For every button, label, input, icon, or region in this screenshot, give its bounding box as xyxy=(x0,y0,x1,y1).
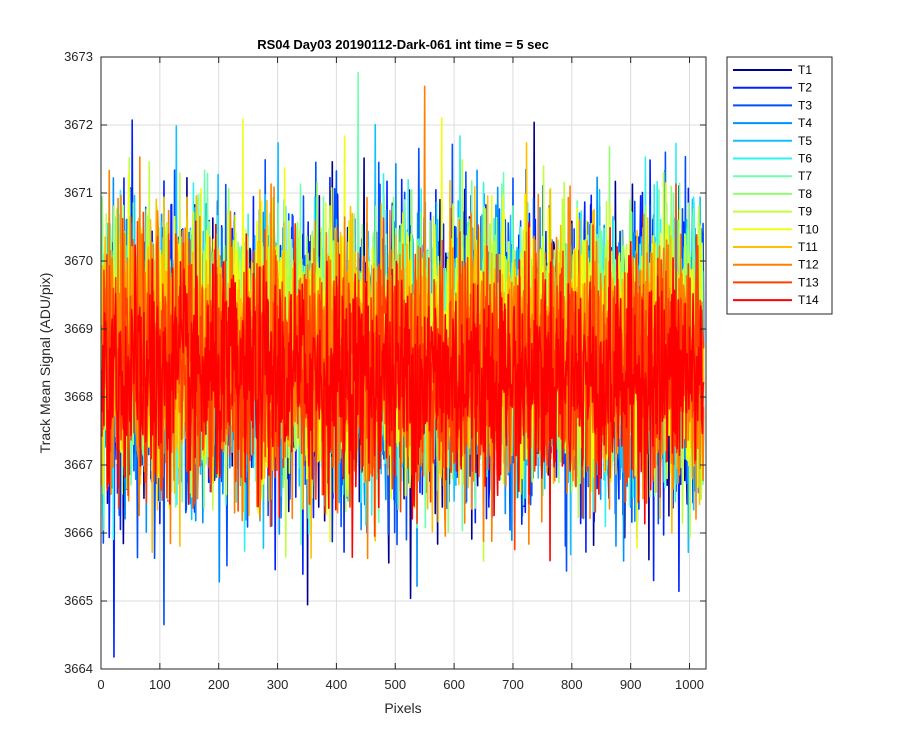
y-tick-labels: 3664 3665 3666 3667 3668 3669 3670 3671 3672 3673 xyxy=(64,49,93,676)
y-axis-label: Track Mean Signal (ADU/pix) xyxy=(37,273,53,454)
y-tick-label: 3664 xyxy=(64,661,93,676)
legend-box xyxy=(726,56,833,315)
legend-label-t8: T8 xyxy=(798,187,812,201)
axes-box xyxy=(100,56,707,670)
plot-series xyxy=(100,71,705,658)
x-tick-label: 500 xyxy=(384,677,406,692)
series-line-t14 xyxy=(100,220,705,562)
y-tick-label: 3667 xyxy=(64,457,93,472)
x-tick-label: 300 xyxy=(267,677,289,692)
legend: T1 T2 T3 T4 T5 T6 T7 T8 T9 T10 T11 T12 T13 T14 xyxy=(726,56,833,315)
y-tick-label: 3671 xyxy=(64,185,93,200)
y-tick-label: 3668 xyxy=(64,389,93,404)
legend-label-t10: T10 xyxy=(798,222,819,236)
x-tick-label: 600 xyxy=(443,677,465,692)
legend-label-t4: T4 xyxy=(798,116,812,130)
legend-label-t11: T11 xyxy=(798,240,818,254)
axis-ticks xyxy=(100,56,706,670)
y-tick-label: 3673 xyxy=(64,49,93,64)
x-tick-label: 100 xyxy=(149,677,171,692)
legend-label-t1: T1 xyxy=(798,63,812,77)
x-tick-label: 0 xyxy=(97,677,104,692)
x-axis-label: Pixels xyxy=(384,700,421,716)
y-tick-label: 3669 xyxy=(64,321,93,336)
x-tick-label: 400 xyxy=(326,677,348,692)
x-tick-label: 700 xyxy=(502,677,524,692)
legend-label-t7: T7 xyxy=(798,169,812,183)
legend-label-t12: T12 xyxy=(798,258,819,272)
y-tick-label: 3665 xyxy=(64,593,93,608)
legend-label-t9: T9 xyxy=(798,205,812,219)
x-tick-label: 1000 xyxy=(675,677,704,692)
legend-label-t2: T2 xyxy=(798,81,812,95)
x-tick-labels: 0 100 200 300 400 500 600 700 800 900 1000 xyxy=(97,677,704,692)
x-tick-label: 800 xyxy=(561,677,583,692)
y-tick-label: 3670 xyxy=(64,253,93,268)
x-tick-label: 900 xyxy=(620,677,642,692)
legend-label-t14: T14 xyxy=(798,293,819,307)
legend-label-t6: T6 xyxy=(798,152,812,166)
y-tick-label: 3672 xyxy=(64,117,93,132)
x-tick-label: 200 xyxy=(208,677,230,692)
y-tick-label: 3666 xyxy=(64,525,93,540)
chart-title: RS04 Day03 20190112-Dark-061 int time = … xyxy=(257,37,549,52)
legend-label-t13: T13 xyxy=(798,275,819,289)
legend-label-t3: T3 xyxy=(798,98,812,112)
legend-label-t5: T5 xyxy=(798,134,812,148)
